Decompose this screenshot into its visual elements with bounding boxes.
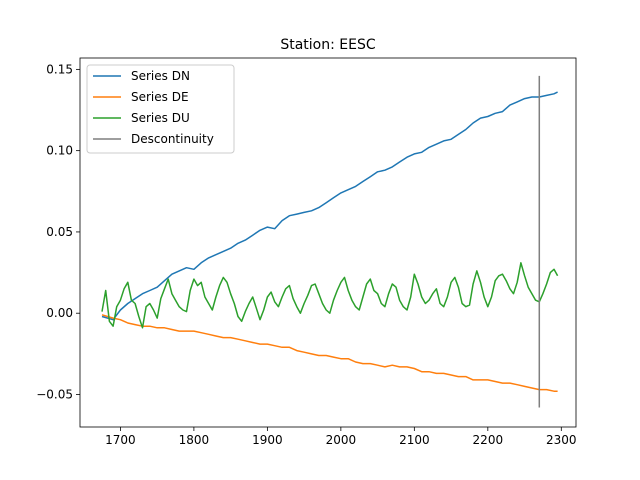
x-axis: 1700 1800 1900 2000 2100 2200 2300: [105, 427, 577, 447]
y-tick-label: 0.05: [46, 225, 73, 239]
x-tick-label: 2200: [473, 433, 504, 447]
axes-frame: [79, 57, 577, 428]
x-tick-label: 2300: [546, 433, 577, 447]
y-tick-label: 0.10: [46, 144, 73, 158]
legend-box: [86, 64, 235, 154]
y-tick-label: 0.15: [46, 62, 73, 76]
series-line-0: [101, 91, 558, 321]
legend: Series DN Series DE Series DU Descontinuity: [86, 64, 235, 154]
series-line-1: [101, 314, 558, 392]
y-axis: −0.05 0.00 0.05 0.10 0.15: [36, 62, 80, 401]
x-tick-label: 2100: [399, 433, 430, 447]
x-tick-label: 1800: [179, 433, 210, 447]
x-tick-label: 1900: [252, 433, 283, 447]
x-tick-label: 1700: [105, 433, 136, 447]
series-layer: [101, 75, 559, 408]
series-line-2: [101, 262, 559, 329]
x-tick-label: 2000: [326, 433, 357, 447]
chart-title: Station: EESC: [280, 37, 376, 53]
y-tick-label: −0.05: [36, 387, 73, 401]
legend-label-0: Series DN: [131, 69, 190, 83]
legend-label-1: Series DE: [131, 90, 189, 104]
legend-label-2: Series DU: [131, 111, 190, 125]
legend-label-3: Descontinuity: [131, 132, 214, 146]
y-tick-label: 0.00: [46, 306, 73, 320]
